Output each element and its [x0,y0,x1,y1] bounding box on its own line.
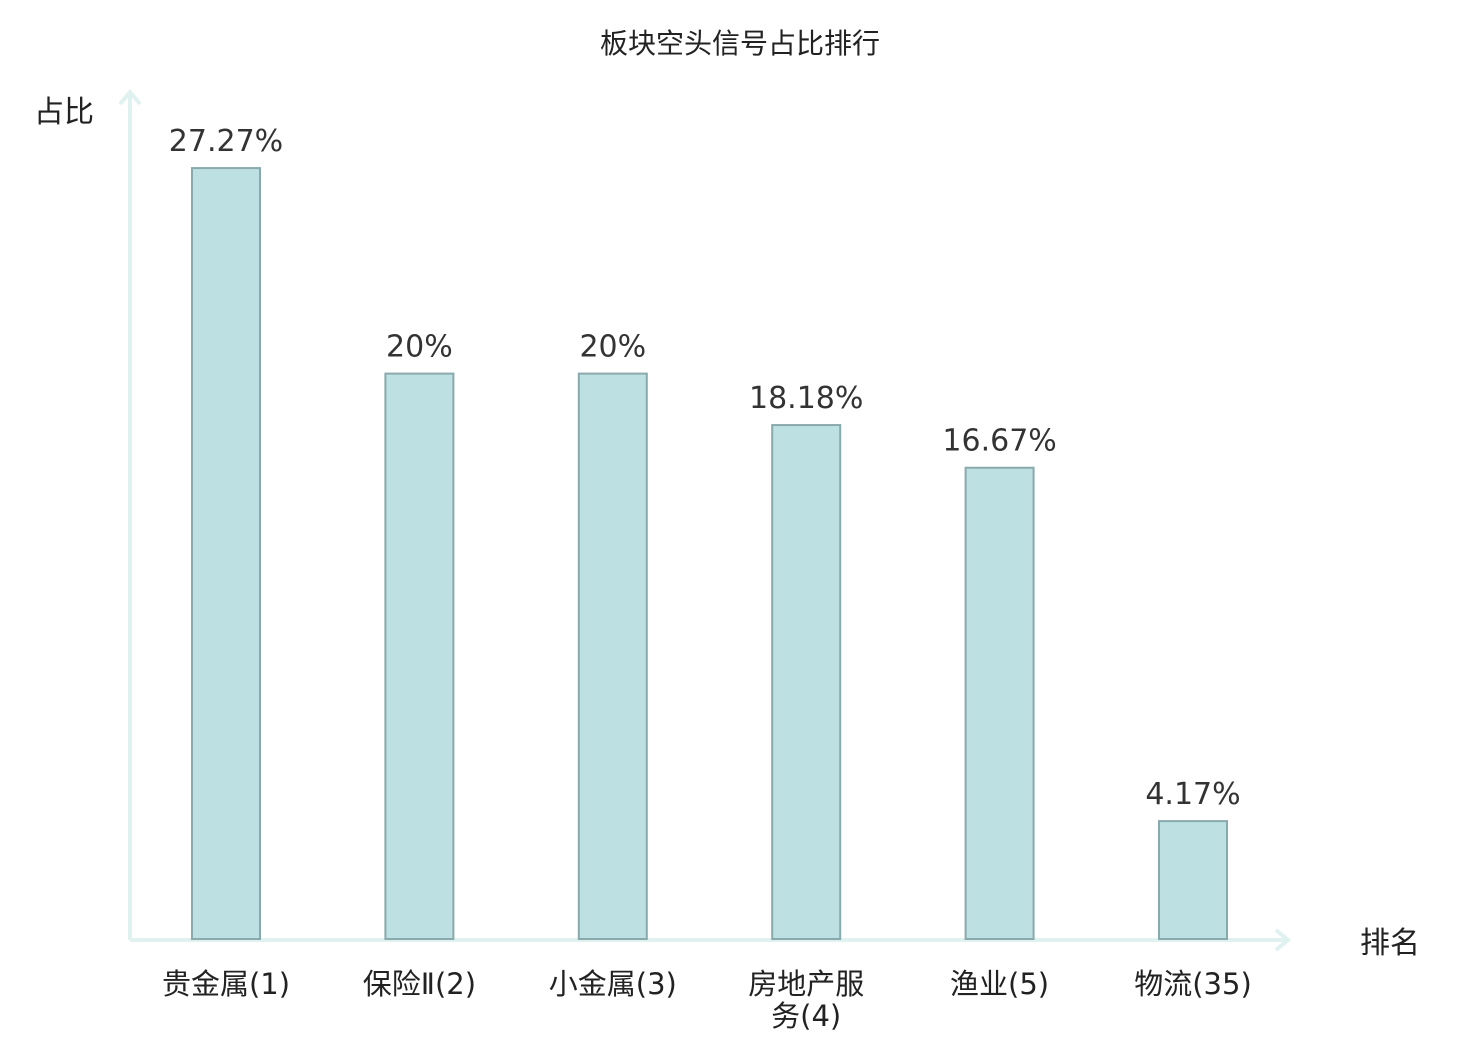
bar [1158,820,1228,940]
value-label: 27.27% [169,124,283,159]
value-label: 16.67% [942,424,1056,459]
value-labels: 27.27% 20% 20% 18.18% 16.67% 4.17% [169,124,1241,812]
value-label: 20% [579,330,646,365]
category-label: 贵金属(1) [162,967,290,1001]
x-axis-label: 排名 [1360,926,1420,961]
category-label: 渔业(5) [950,967,1049,1001]
category-label: 房地产服 [748,967,864,1001]
bar [964,466,1035,940]
y-axis-arrow [118,88,142,106]
value-label: 18.18% [749,381,863,416]
y-axis-label: 占比 [34,95,94,130]
category-label: 物流(35) [1134,967,1252,1001]
chart-title: 板块空头信号占比排行 [600,27,880,60]
value-label: 20% [386,330,453,365]
category-label: 务(4) [771,999,841,1033]
x-axis-arrow [1274,928,1292,952]
bar [384,372,455,941]
bar-series [191,167,1228,941]
value-label: 4.17% [1145,777,1240,812]
bar [771,424,842,940]
bar [577,372,648,941]
category-label: 保险Ⅱ(2) [363,967,476,1001]
axes [118,88,1292,952]
category-label: 小金属(3) [549,967,677,1001]
bar [191,167,261,941]
